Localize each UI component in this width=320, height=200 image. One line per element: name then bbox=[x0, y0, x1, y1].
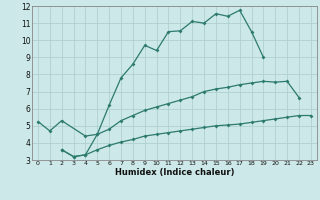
X-axis label: Humidex (Indice chaleur): Humidex (Indice chaleur) bbox=[115, 168, 234, 177]
